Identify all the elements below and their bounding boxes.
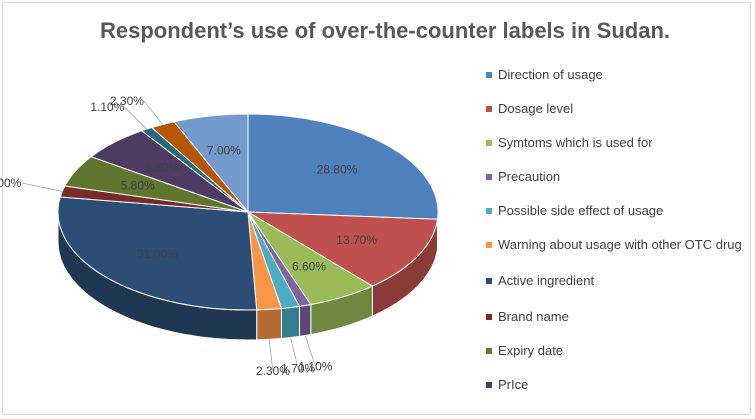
data-label-1: 13.70% bbox=[336, 233, 377, 247]
leader-line-4 bbox=[290, 337, 299, 369]
legend-swatch-3 bbox=[486, 174, 492, 180]
data-label-10: 1.10% bbox=[90, 100, 124, 114]
leader-line-7 bbox=[21, 182, 63, 192]
legend-swatch-5 bbox=[486, 242, 492, 248]
chart-title: Respondent’s use of over-the-counter lab… bbox=[99, 18, 671, 43]
legend-item-8: Expiry date bbox=[486, 342, 746, 359]
legend-item-0: Direction of usage bbox=[486, 66, 746, 83]
legend-label-3: Precaution bbox=[498, 169, 561, 184]
legend-swatch-6 bbox=[486, 278, 492, 284]
leader-line-10 bbox=[124, 106, 147, 130]
data-label-9: 6.60% bbox=[145, 161, 179, 175]
pie-slice-0 bbox=[247, 113, 439, 220]
data-labels: 28.80%13.70%6.60%1.10%1.70%2.30%31.00%2.… bbox=[0, 94, 377, 378]
legend-label-0: Direction of usage bbox=[498, 67, 603, 82]
legend-label-1: Dosage level bbox=[498, 101, 574, 116]
pie-slice-6 bbox=[57, 196, 258, 311]
data-label-2: 6.60% bbox=[292, 259, 326, 273]
slice-side-5 bbox=[256, 307, 282, 341]
legend-label-7: Brand name bbox=[498, 309, 569, 324]
pie-slice-1 bbox=[247, 211, 439, 287]
data-label-7: 2.00% bbox=[0, 176, 22, 190]
data-label-8: 5.80% bbox=[121, 179, 155, 193]
data-label-5: 2.30% bbox=[256, 364, 290, 378]
legend-label-8: Expiry date bbox=[498, 343, 564, 358]
slice-side-4 bbox=[280, 305, 300, 340]
legend-label-2: Symtoms which is used for bbox=[498, 135, 653, 150]
legend-swatch-1 bbox=[486, 106, 492, 112]
data-label-6: 31.00% bbox=[137, 247, 178, 261]
legend-item-3: Precaution bbox=[486, 168, 746, 185]
leader-line-11 bbox=[143, 100, 164, 125]
legend-item-4: Possible side effect of usage bbox=[486, 202, 746, 219]
data-label-4: 1.70% bbox=[281, 362, 315, 376]
pie-tops bbox=[57, 113, 439, 311]
data-label-3: 1.10% bbox=[298, 359, 332, 373]
legend-label-5: Warning about usage with other OTC drug bbox=[498, 237, 742, 252]
leader-line-3 bbox=[304, 335, 316, 367]
legend-item-6: Active ingredient bbox=[486, 272, 746, 289]
legend-swatch-0 bbox=[486, 72, 492, 78]
data-label-12: 7.00% bbox=[207, 144, 241, 158]
legend-label-6: Active ingredient bbox=[498, 273, 595, 288]
legend-swatch-4 bbox=[486, 208, 492, 214]
legend-item-2: Symtoms which is used for bbox=[486, 134, 746, 151]
legend-swatch-2 bbox=[486, 140, 492, 146]
legend-item-5: Warning about usage with other OTC drug bbox=[486, 236, 746, 253]
legend-item-1: Dosage level bbox=[486, 100, 746, 117]
legend-item-9: PrIce bbox=[486, 376, 746, 393]
data-label-0: 28.80% bbox=[317, 162, 358, 176]
legend-swatch-7 bbox=[486, 314, 492, 320]
data-label-11: 2.30% bbox=[110, 94, 144, 108]
legend-label-4: Possible side effect of usage bbox=[498, 203, 664, 218]
pie-slice-12 bbox=[173, 113, 249, 214]
slice-side-3 bbox=[298, 303, 312, 337]
legend-swatch-8 bbox=[486, 348, 492, 354]
legend-item-7: Brand name bbox=[486, 308, 746, 325]
legend-label-9: PrIce bbox=[498, 377, 529, 392]
legend-swatch-9 bbox=[486, 382, 492, 388]
leader-line-5 bbox=[268, 339, 274, 371]
